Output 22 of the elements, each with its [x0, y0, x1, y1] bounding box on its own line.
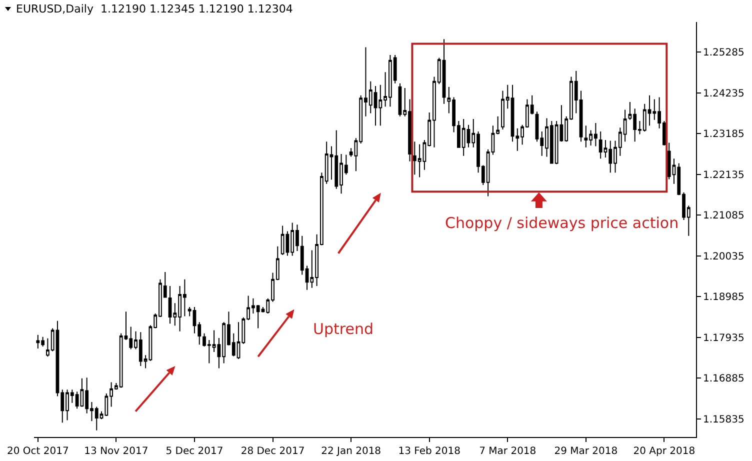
x-tick-label: 7 Mar 2018: [479, 446, 536, 457]
chart-title: EURUSD,Daily 1.12190 1.12345 1.12190 1.12304: [16, 2, 293, 16]
x-tick-label: 13 Nov 2017: [84, 446, 148, 457]
x-tick-label: 29 Mar 2018: [554, 446, 618, 457]
x-tick-label: 20 Apr 2018: [633, 446, 696, 457]
y-tick-label: 1.17935: [703, 332, 744, 344]
y-tick-label: 1.23185: [703, 129, 744, 140]
y-tick-label: 1.21085: [703, 210, 744, 222]
x-tick-label: 20 Oct 2017: [6, 446, 69, 457]
y-tick-label: 1.22135: [703, 170, 744, 181]
annotation: Uptrend: [313, 320, 374, 338]
y-tick-label: 1.15835: [703, 414, 744, 426]
annotation: Choppy / sideways price action: [445, 214, 679, 232]
x-tick-label: 13 Feb 2018: [398, 446, 460, 457]
y-tick-label: 1.24235: [703, 88, 744, 100]
x-tick-label: 5 Dec 2017: [166, 446, 224, 457]
x-tick-label: 28 Dec 2017: [240, 446, 305, 457]
x-tick-label: 22 Jan 2018: [321, 446, 382, 457]
y-tick-label: 1.25285: [703, 48, 744, 59]
y-tick-label: 1.16885: [703, 374, 744, 385]
y-tick-label: 1.20035: [703, 251, 744, 262]
y-tick-label: 1.18985: [703, 292, 744, 304]
